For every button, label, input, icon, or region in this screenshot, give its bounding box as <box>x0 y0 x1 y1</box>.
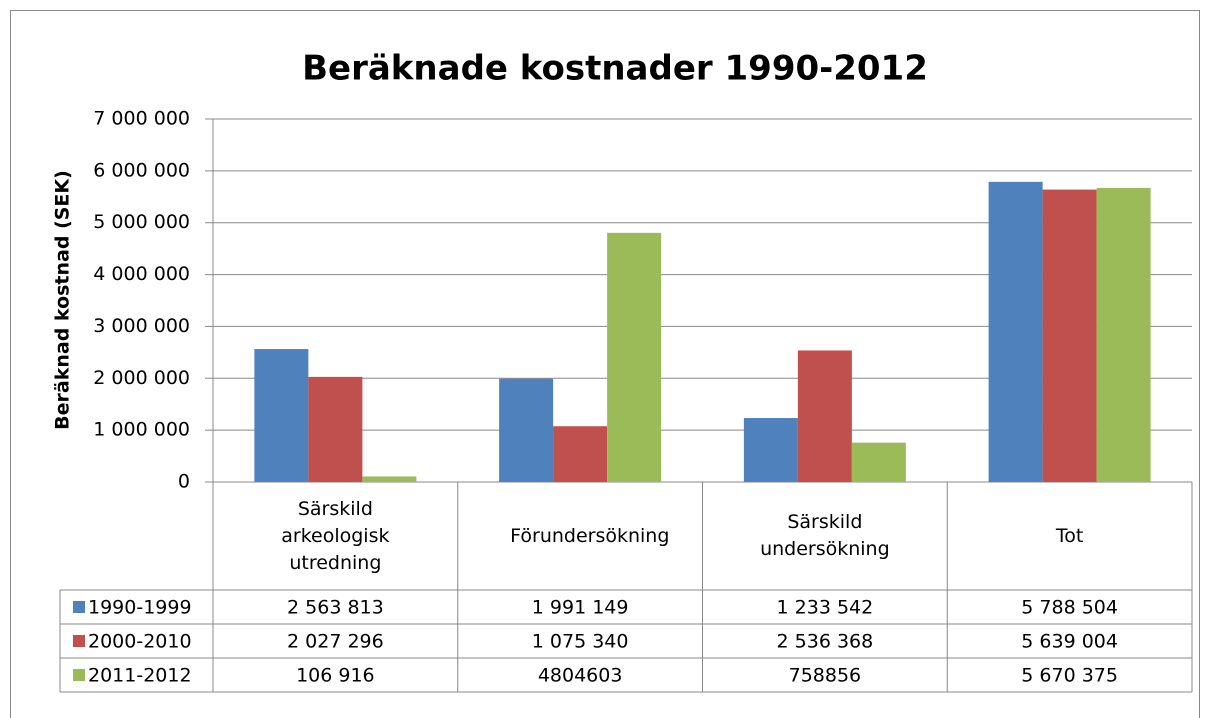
table-value: 758856 <box>789 665 862 687</box>
y-tick-label: 2 000 000 <box>93 367 190 389</box>
x-tick-label-box: Särskild undersökning <box>760 511 890 560</box>
table-value: 1 233 542 <box>777 597 874 619</box>
x-tick-label: Förundersökning <box>510 524 670 547</box>
x-tick-label-box: Särskild arkeologisk utredning <box>281 497 390 574</box>
bar <box>308 376 363 482</box>
table-value: 5 788 504 <box>1021 597 1118 619</box>
bar <box>851 442 906 482</box>
table-value: 106 916 <box>296 665 375 687</box>
chart-title: Beräknade kostnader 1990-2012 <box>302 49 928 89</box>
bar <box>254 349 309 482</box>
table-value: 5 639 004 <box>1021 631 1118 653</box>
table-value: 5 670 375 <box>1021 665 1118 687</box>
y-axis-label: Beräknad kostnad (SEK) <box>52 170 74 430</box>
legend-swatch <box>73 635 85 647</box>
legend-swatch <box>73 601 85 613</box>
x-tick-label-box: Förundersökning <box>510 524 670 547</box>
x-tick-label-box: Tot <box>1055 524 1084 547</box>
bar <box>1042 189 1097 482</box>
bar <box>743 418 798 482</box>
x-tick-label: Särskild arkeologisk utredning <box>281 497 390 574</box>
legend-label: 2011-2012 <box>88 665 192 687</box>
y-tick-label: 0 <box>178 471 190 493</box>
x-tick-label: Tot <box>1055 524 1084 547</box>
bar <box>362 476 417 482</box>
table-value: 2 027 296 <box>287 631 384 653</box>
bar <box>607 232 662 482</box>
x-tick-label: Särskild undersökning <box>760 511 890 560</box>
bar <box>797 350 852 482</box>
y-tick-label: 5 000 000 <box>93 211 190 233</box>
table-value: 2 536 368 <box>777 631 874 653</box>
y-tick-label: 1 000 000 <box>93 419 190 441</box>
y-tick-label: 6 000 000 <box>93 159 190 181</box>
bar <box>553 426 608 482</box>
y-tick-label: 7 000 000 <box>93 108 190 130</box>
legend-label: 1990-1999 <box>88 597 192 619</box>
legend-swatch <box>73 669 85 681</box>
legend-label: 2000-2010 <box>88 631 192 653</box>
bar <box>1096 187 1151 482</box>
table-value: 1 075 340 <box>532 631 629 653</box>
table-value: 2 563 813 <box>287 597 384 619</box>
table-value: 1 991 149 <box>532 597 629 619</box>
table-value: 4804603 <box>538 665 623 687</box>
bar <box>499 378 554 482</box>
bar <box>988 181 1043 483</box>
y-tick-label: 4 000 000 <box>93 263 190 285</box>
y-tick-label: 3 000 000 <box>93 315 190 337</box>
chart-border <box>10 10 1200 718</box>
